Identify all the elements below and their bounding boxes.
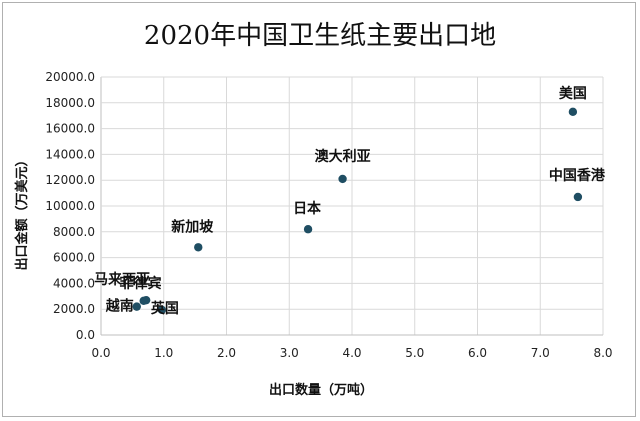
- x-tick-label: 2.0: [217, 346, 236, 360]
- x-tick-label: 7.0: [531, 346, 550, 360]
- x-tick-label: 4.0: [342, 346, 361, 360]
- data-point: [338, 174, 347, 184]
- point-label: 英国: [150, 300, 179, 317]
- data-point: [139, 296, 148, 306]
- x-tick-label: 3.0: [280, 346, 299, 360]
- x-tick-label: 0.0: [91, 346, 110, 360]
- y-tick-label: 16000.0: [45, 122, 95, 136]
- data-point: [194, 243, 203, 252]
- y-tick-label: 6000.0: [53, 251, 95, 265]
- point-label: 马来西亚: [94, 272, 150, 288]
- data-point: [157, 305, 167, 315]
- y-tick-label: 20000.0: [45, 70, 95, 84]
- x-axis-label: 出口数量（万吨）: [269, 382, 373, 398]
- data-point: [303, 225, 313, 234]
- point-label: 菲律宾: [120, 275, 162, 292]
- point-label: 中国香港: [549, 167, 606, 184]
- point-label: 澳大利亚: [315, 148, 371, 165]
- point-label: 新加坡: [171, 218, 214, 235]
- grid-lines: [100, 76, 604, 336]
- data-point: [573, 192, 583, 202]
- x-tick-label: 8.0: [593, 346, 612, 360]
- y-tick-label: 0.0: [76, 328, 95, 342]
- y-tick-labels: 0.0 2000.0 4000.0 6000.0 8000.0 10000.0 12000.…: [45, 70, 95, 342]
- y-tick-label: 14000.0: [45, 147, 95, 161]
- chart-title: 2020年中国卫生纸主要出口地: [144, 21, 496, 51]
- point-label: 越南: [105, 298, 134, 315]
- y-tick-label: 4000.0: [53, 276, 95, 290]
- x-tick-label: 5.0: [405, 346, 424, 360]
- x-tick-label: 6.0: [468, 346, 487, 360]
- data-points: [132, 107, 583, 315]
- y-axis-label: 出口金额（万美元）: [14, 153, 30, 270]
- chart-frame: [2, 2, 636, 417]
- data-point: [568, 107, 578, 117]
- x-tick-labels: 0.0 1.0 2.0 3.0 4.0 5.0 6.0 7.0 8.0: [91, 346, 612, 360]
- y-tick-label: 12000.0: [45, 173, 95, 187]
- y-tick-label: 18000.0: [45, 96, 95, 110]
- x-tick-label: 1.0: [154, 346, 173, 360]
- data-point: [132, 302, 141, 311]
- point-label: 美国: [559, 85, 587, 102]
- y-tick-label: 2000.0: [53, 302, 95, 316]
- y-tick-label: 8000.0: [53, 225, 95, 239]
- y-tick-label: 10000.0: [45, 199, 95, 213]
- point-label: 日本: [293, 200, 322, 217]
